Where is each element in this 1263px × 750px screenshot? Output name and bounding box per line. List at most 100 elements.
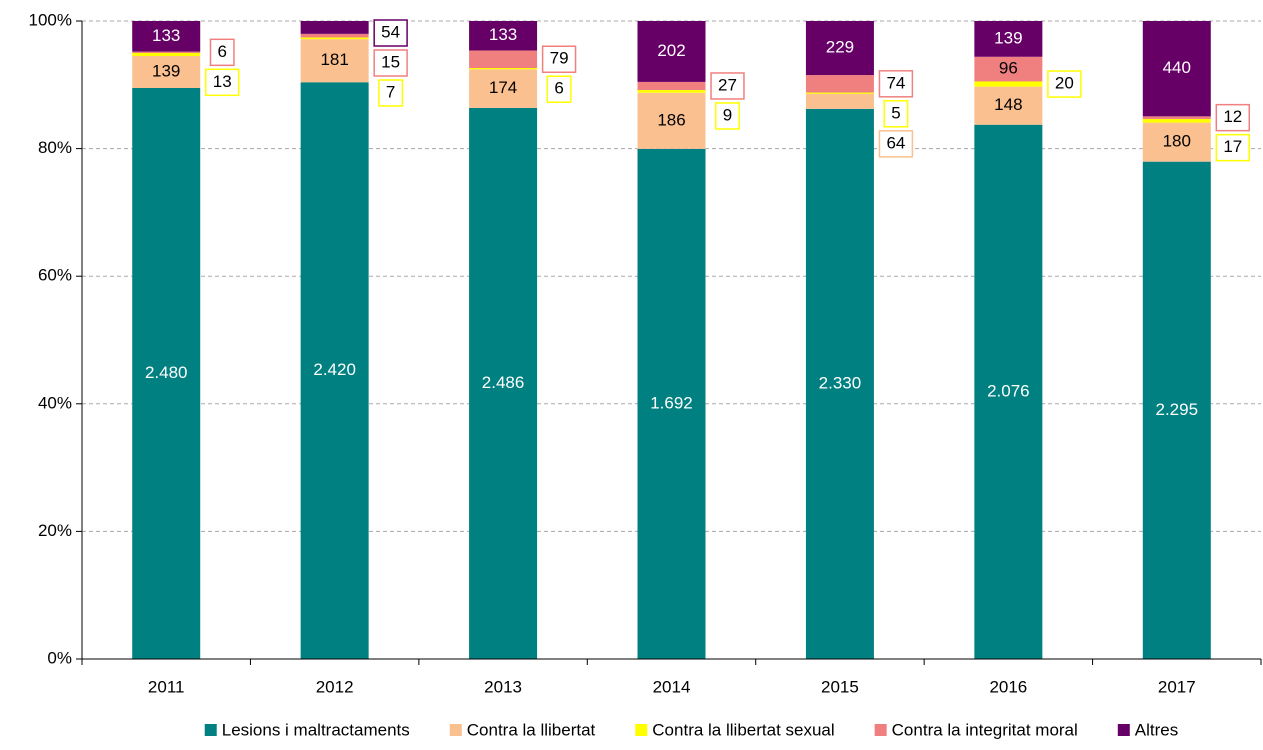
data-label: 139 (994, 28, 1022, 47)
bar-segment (637, 92, 706, 149)
bar-segment (1142, 122, 1211, 162)
bar-segment (805, 92, 874, 94)
data-label: 6 (217, 42, 226, 61)
data-label: 1.692 (650, 393, 693, 412)
data-label-group: 15 (373, 49, 408, 77)
legend-swatch (1117, 724, 1130, 736)
data-label: 54 (381, 22, 400, 41)
bar-segment (132, 88, 201, 659)
data-label-box (373, 49, 408, 77)
data-label-box (373, 19, 408, 47)
data-label-box (715, 102, 740, 130)
data-label-group: 7 (378, 79, 404, 107)
data-label-group: 12 (1215, 103, 1250, 132)
data-label: 12 (1223, 107, 1242, 126)
data-label-box (209, 38, 235, 67)
legend: Lesions i maltractaments Contra la lliber… (204, 720, 1178, 739)
bar-segment (1142, 118, 1211, 123)
legend-item: Contra la llibertat sexual (635, 720, 835, 739)
data-label: 6 (554, 79, 563, 98)
legend-label: Lesions i maltractaments (222, 720, 410, 739)
x-tick-label: 2013 (484, 677, 522, 696)
bar-segment (805, 93, 874, 109)
data-label-group: 9 (715, 102, 740, 130)
legend-item: Altres (1117, 720, 1178, 739)
bar-segment (637, 148, 706, 659)
data-label: 148 (994, 95, 1022, 114)
bar-segment (805, 75, 874, 93)
bar-segment (469, 50, 538, 68)
bar-segment (300, 21, 369, 34)
data-label: 5 (891, 103, 900, 122)
data-label-group: 27 (710, 72, 745, 100)
data-label: 2.486 (482, 373, 525, 392)
data-label: 180 (1163, 132, 1191, 151)
y-tick-label: 80% (38, 138, 72, 157)
legend-item: Lesions i maltractaments (204, 720, 410, 739)
x-tick-label: 2017 (1158, 677, 1196, 696)
bar-segment (300, 37, 369, 40)
data-label: 186 (657, 110, 685, 129)
data-label-box (1047, 70, 1082, 98)
data-label: 74 (886, 73, 905, 92)
data-label-box (378, 79, 404, 107)
data-label-box (205, 68, 240, 97)
bar-segment (974, 21, 1043, 57)
data-label: 133 (489, 25, 517, 44)
data-label: 79 (550, 49, 569, 68)
data-label: 202 (657, 41, 685, 60)
data-label-box (1215, 103, 1250, 132)
legend-item: Contra la llibertat (449, 720, 596, 739)
data-label-group: 6 (209, 38, 235, 67)
bar-segment (469, 107, 538, 660)
data-label-group: 64 (878, 130, 914, 158)
bar-segment (637, 81, 706, 91)
data-label-group: 54 (373, 19, 408, 47)
bar-segment (132, 55, 201, 89)
y-tick-label: 40% (38, 393, 72, 412)
legend-label: Altres (1135, 720, 1178, 739)
bar-segment (1142, 161, 1211, 659)
data-label: 20 (1055, 74, 1074, 93)
x-tick-label: 2016 (989, 677, 1027, 696)
y-tick-label: 100% (29, 10, 72, 29)
legend-label: Contra la integritat moral (892, 720, 1078, 739)
legend-swatch (635, 724, 648, 736)
data-label: 174 (489, 78, 517, 97)
bar-segment (637, 21, 706, 82)
data-label: 9 (723, 105, 732, 124)
data-label-box (1215, 133, 1250, 162)
data-label: 229 (826, 38, 854, 57)
data-label-box (878, 70, 914, 98)
bar-segment (469, 67, 538, 70)
data-label-group: 79 (541, 45, 577, 73)
data-label: 181 (320, 50, 348, 69)
bar-segment (300, 39, 369, 83)
x-tick-label: 2011 (148, 677, 185, 696)
data-label-box (878, 130, 914, 158)
data-label-group: 17 (1215, 133, 1250, 162)
data-label: 2.076 (987, 381, 1030, 400)
bar-segment (637, 90, 706, 93)
data-label-group: 74 (878, 70, 914, 98)
bar-segment (805, 21, 874, 76)
bar-segment (132, 51, 201, 54)
bar-segment (974, 56, 1043, 82)
data-label: 440 (1163, 58, 1191, 77)
bar-segment (974, 124, 1043, 660)
y-tick-label: 60% (38, 266, 72, 285)
data-label-group: 5 (883, 100, 909, 128)
bar-segment (300, 82, 369, 660)
data-label: 2.480 (145, 363, 188, 382)
x-tick-label: 2012 (316, 677, 354, 696)
data-label: 27 (718, 75, 737, 94)
data-label: 2.330 (819, 373, 862, 392)
legend-label: Contra la llibertat sexual (652, 720, 834, 739)
bar-segment (974, 86, 1043, 125)
bar-segment (469, 69, 538, 108)
data-label: 17 (1223, 137, 1242, 156)
legend-label: Contra la llibertat (467, 720, 596, 739)
bar-segment (1142, 21, 1211, 117)
x-tick-label: 2014 (653, 677, 691, 696)
